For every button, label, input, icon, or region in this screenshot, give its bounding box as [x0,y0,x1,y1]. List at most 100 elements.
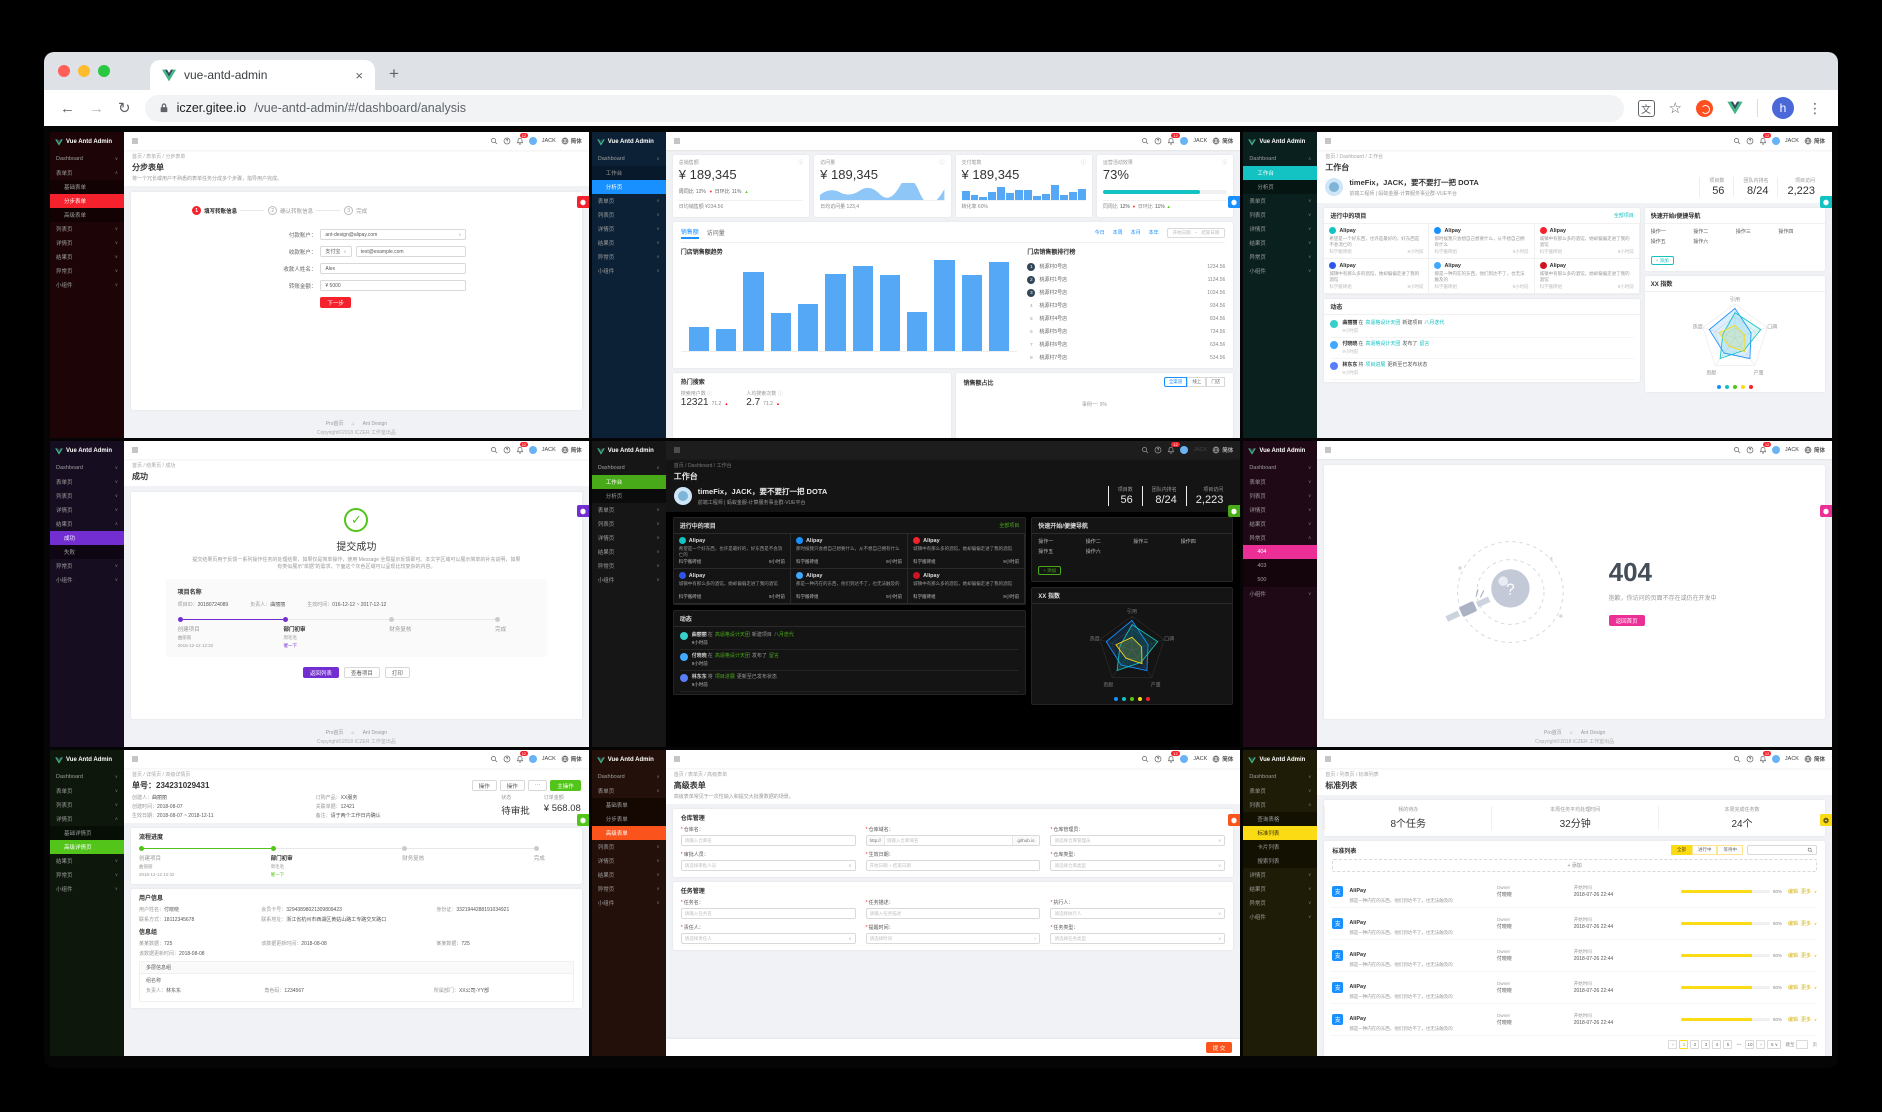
back-button[interactable]: ← [60,99,75,117]
theme-settings-button[interactable] [1819,505,1832,517]
sidebar-item[interactable]: 列表页 ∨ [56,493,118,500]
user-name[interactable]: JACK [1784,756,1799,762]
add-button[interactable]: + 添加 [1038,566,1062,575]
sidebar-item[interactable]: 异常页 ∨ [597,886,660,893]
browser-menu-icon[interactable]: ⋮ [1808,99,1822,116]
quick-op-link[interactable]: 操作四 [1778,229,1794,235]
project-card[interactable]: Alipay 希望是一个好东西，也许是最好的，好东西是不会消亡的 科学搬砖组 9小… [673,534,791,569]
address-bar[interactable]: iczer.gitee.io/vue-antd-admin/#/dashboar… [144,94,1624,122]
sidebar-item[interactable]: 结果页 ∧ [56,521,118,528]
notification-bell[interactable]: 12 [516,133,529,145]
sidebar-item[interactable]: 异常页 ∧ [1249,535,1312,542]
browser-tab[interactable]: vue-antd-admin × [150,60,375,90]
quick-op-link[interactable]: 操作二 [1693,229,1709,235]
sidebar-item[interactable]: 异常页 ∨ [597,563,660,570]
theme-settings-button[interactable] [576,196,589,208]
submit-button[interactable]: 提 交 [1205,1042,1233,1053]
help-icon[interactable] [503,755,511,763]
sidebar-item[interactable]: 高级表单 [591,826,666,840]
sidebar-item[interactable]: 表单页 ∨ [56,788,118,795]
theme-settings-button[interactable] [1819,196,1832,208]
theme-settings-button[interactable] [576,505,589,517]
quick-op-link[interactable]: 操作三 [1735,229,1751,235]
more-actions-button[interactable]: ⋯ [527,780,548,791]
breadcrumb[interactable]: 首页 / 表单页 / 高级表单 [673,772,728,778]
field-input[interactable]: 请选择审批人员 ∨ [680,860,856,871]
language-switch[interactable]: 简体 [1212,446,1233,454]
range-week[interactable]: 本周 [1112,230,1123,236]
project-card[interactable]: Alipay 城镇中有那么多的酒馆，她却偏偏走进了我的酒馆 科学搬砖组 9小时前 [1534,224,1640,259]
app-logo[interactable]: Vue Antd Admin [50,441,124,461]
channel-pill[interactable]: 线上 [1187,377,1207,387]
notification-bell[interactable]: 12 [1759,442,1772,454]
user-name[interactable]: JACK [1193,138,1208,144]
footer-link-home[interactable]: Pro首页 [325,730,344,736]
channel-pill[interactable]: 门店 [1206,377,1226,387]
sidebar-item[interactable]: 列表页 ∧ [1249,802,1312,809]
close-tab-icon[interactable]: × [355,67,363,83]
search-icon[interactable] [1141,446,1149,454]
sidebar-item[interactable]: 工作台 [591,475,666,489]
theme-settings-button[interactable] [576,814,589,826]
github-icon[interactable]: ⌂ [351,421,355,427]
sidebar-item[interactable]: 列表页 ∨ [1249,493,1312,500]
sidebar-item[interactable]: 详情页 ∧ [56,816,118,823]
sidebar-item[interactable]: 结果页 ∨ [56,254,118,261]
sidebar-item[interactable]: 异常页 ∨ [56,563,118,570]
edit-link[interactable]: 编辑 [1788,953,1799,959]
user-name[interactable]: JACK [1784,447,1799,453]
project-card[interactable]: Alipay 希望是一个好东西，也许是最好的，好东西是不会消亡的 科学搬砖组 9小… [1324,224,1430,259]
payee-type-select[interactable]: 支付宝 ∨ [320,246,352,257]
project-card[interactable]: Alipay 城镇中有那么多的酒馆，她却偏偏走进了我的酒馆 科学搬砖组 9小时前 [1534,259,1640,294]
sidebar-item[interactable]: 表单页 ∨ [597,198,660,205]
app-logo[interactable]: Vue Antd Admin [1243,132,1317,152]
info-icon[interactable]: ⓘ [1222,160,1228,166]
edit-link[interactable]: 编辑 [1788,1017,1799,1023]
sidebar-item[interactable]: 500 [1243,573,1318,587]
sidebar-item[interactable]: 基础表单 [591,798,666,812]
date-range-picker[interactable]: 开始日期 ~ 结束日期 [1166,227,1226,238]
menu-icon[interactable] [673,446,681,454]
remind-link[interactable]: 催一下 [283,643,297,648]
sidebar-item[interactable]: Dashboard ∧ [597,465,660,471]
notification-bell[interactable]: 12 [516,442,529,454]
filter-pill[interactable]: 进行中 [1691,845,1718,855]
sidebar-item[interactable]: 分步表单 [591,812,666,826]
page-button[interactable]: 10 [1745,1040,1755,1049]
sidebar-item[interactable]: 小组件 ∨ [1249,591,1312,598]
project-card[interactable]: Alipay 那时候我只会想自己想要什么，从不想自己拥有什么 科学搬砖组 9小时前 [790,534,909,569]
field-input[interactable]: 请选择责任人 ∨ [680,933,856,944]
page-button[interactable]: ••• [1734,1040,1744,1049]
sidebar-item[interactable]: 标准列表 [1243,826,1318,840]
app-logo[interactable]: Vue Antd Admin [592,750,666,770]
sidebar-item[interactable]: 列表页 ∨ [597,844,660,851]
github-icon[interactable]: ⌂ [351,730,355,736]
app-logo[interactable]: Vue Antd Admin [592,441,666,461]
edit-link[interactable]: 编辑 [1788,985,1799,991]
more-link[interactable]: 更多 [1801,953,1812,959]
user-name[interactable]: JACK [541,756,556,762]
notification-bell[interactable]: 12 [1167,751,1180,763]
sidebar-item[interactable]: 高级表单 [50,208,124,222]
maximize-window-button[interactable] [98,65,110,77]
language-switch[interactable]: 简体 [561,137,582,145]
sidebar-item[interactable]: Dashboard ∨ [1249,465,1312,471]
list-item[interactable]: 支 AliPay 那是一种内在的东西，他们到达不了，也无法触及的 Owner 付晓晓… [1332,876,1817,908]
menu-icon[interactable] [673,755,681,763]
back-to-list-button[interactable]: 返回列表 [302,667,339,678]
prev-page-button[interactable]: ‹ [1668,1040,1678,1049]
print-button[interactable]: 打印 [384,667,410,678]
project-card[interactable]: Alipay 那是一种内在的东西，他们到达不了，也无法触及的 科学搬砖组 9小时前 [790,569,909,604]
range-today[interactable]: 今日 [1094,230,1105,236]
list-item[interactable]: 支 AliPay 那是一种内在的东西，他们到达不了，也无法触及的 Owner 付晓晓… [1332,908,1817,940]
sidebar-item[interactable]: 表单页 ∨ [56,479,118,486]
sidebar-item[interactable]: 详情页 ∨ [597,858,660,865]
sidebar-item[interactable]: 异常页 ∨ [56,872,118,879]
remind-link[interactable]: 催一下 [270,872,285,877]
user-name[interactable]: JACK [1784,138,1799,144]
payer-account-select[interactable]: ant-design@alipay.com ∨ [320,229,467,240]
quick-op-link[interactable]: 操作五 [1038,549,1054,555]
more-link[interactable]: 更多 [1801,985,1812,991]
menu-icon[interactable] [131,755,139,763]
help-icon[interactable] [1746,446,1754,454]
